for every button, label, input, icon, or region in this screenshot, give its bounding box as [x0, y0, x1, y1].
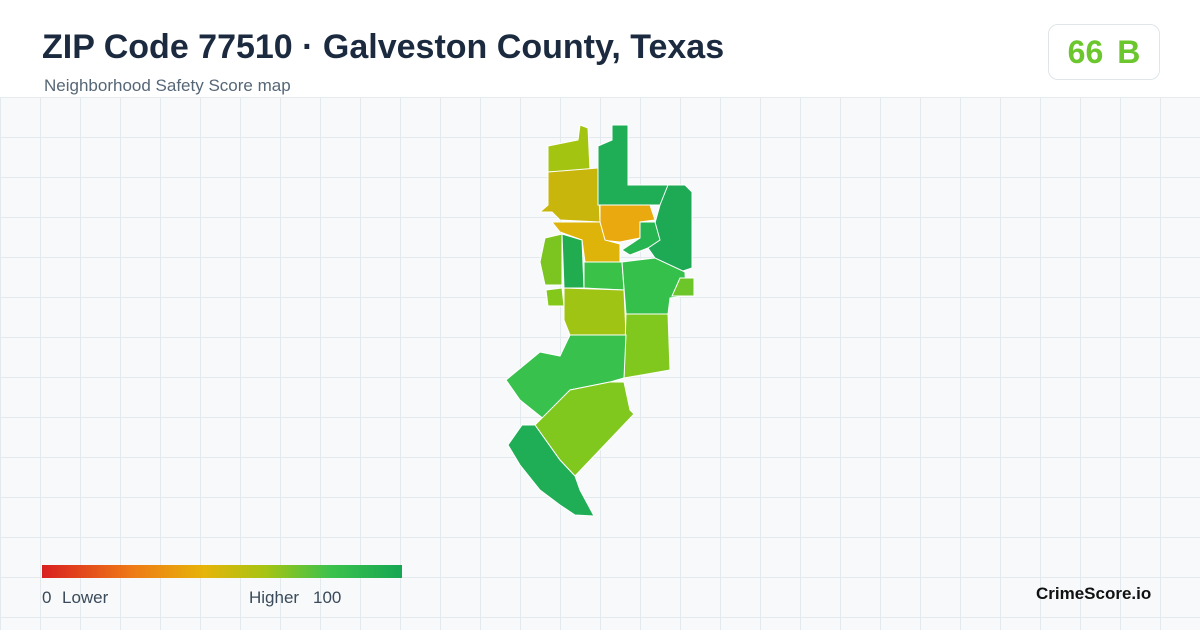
region: [561, 233, 585, 289]
brand: CrimeScore.io: [1036, 584, 1152, 603]
region: [538, 167, 601, 223]
region: [621, 221, 661, 256]
region: [671, 277, 695, 297]
subtitle: Neighborhood Safety Score map: [44, 76, 291, 95]
legend-max-label: Higher: [249, 588, 300, 607]
header: ZIP Code 77510 · Galveston County, Texas…: [0, 0, 1200, 98]
legend-gradient: [42, 565, 402, 578]
region: [507, 424, 595, 517]
legend-min: 0: [42, 588, 52, 607]
score-grade: B: [1117, 33, 1141, 70]
region: [545, 287, 565, 307]
region: [597, 124, 673, 206]
title: ZIP Code 77510 · Galveston County, Texas: [42, 28, 725, 66]
region: [583, 261, 625, 291]
score-badge: 66 B: [1048, 24, 1160, 80]
zip-regions: [505, 124, 695, 517]
region: [547, 124, 591, 173]
region: [623, 313, 671, 379]
legend-max: 100: [313, 588, 342, 607]
region: [539, 233, 563, 286]
legend-min-label: Lower: [62, 588, 109, 607]
region: [563, 287, 627, 336]
score-value: 66: [1067, 33, 1104, 70]
